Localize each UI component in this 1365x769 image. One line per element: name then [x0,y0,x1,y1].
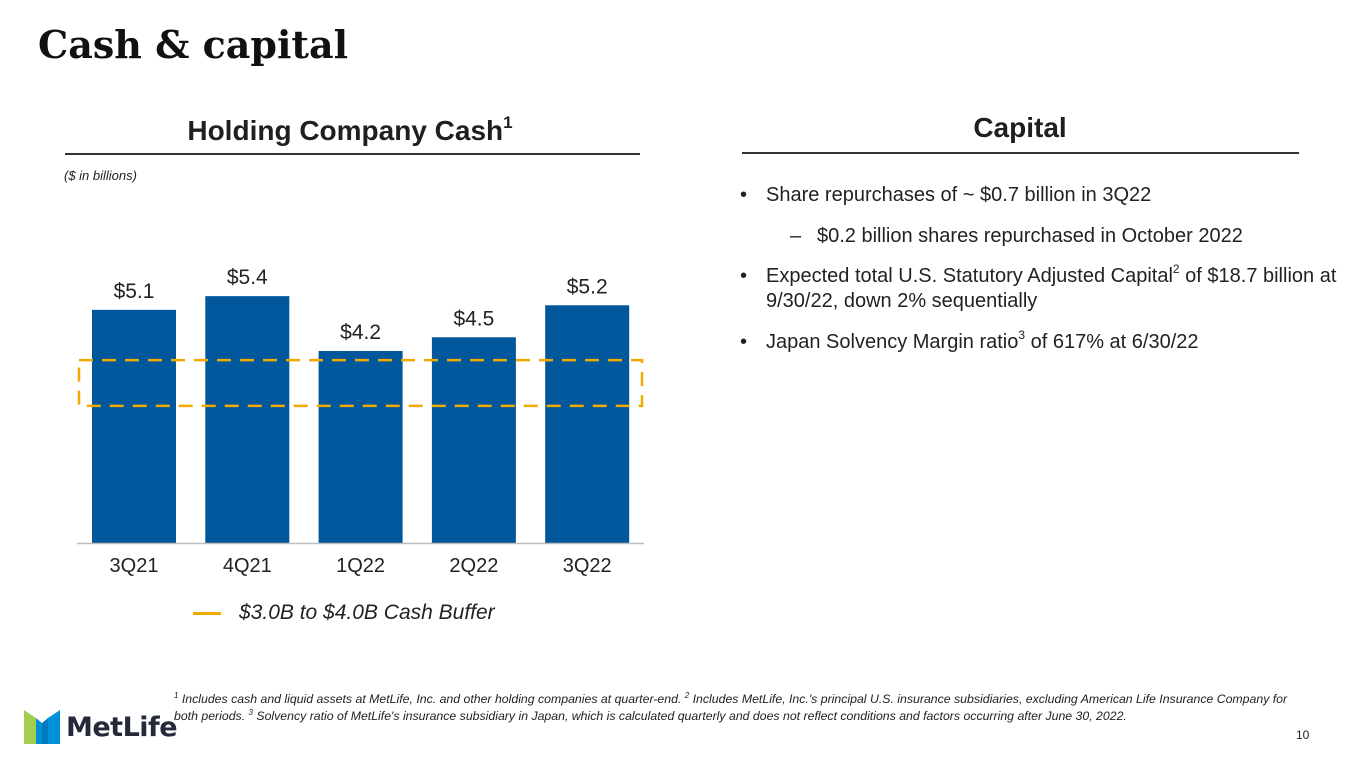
bar-3q21 [92,309,176,543]
bar-3q22 [545,305,630,543]
bullet-japan-solvency: • Japan Solvency Margin ratio3 of 617% at… [740,328,1340,355]
holding-title-text: Holding Company Cash [187,115,504,146]
bars-layer [92,296,630,543]
bar-4q21 [205,296,290,543]
legend-label-cash-buffer: $3.0B to $4.0B Cash Buffer [239,601,495,624]
bullet-dot-icon: • [740,331,748,353]
bullet-text-cont: of 617% at 6/30/22 [1025,331,1199,353]
x-tick-labels-layer: 3Q21 4Q21 1Q22 2Q22 3Q22 [110,555,612,577]
capital-title: Capital [973,112,1067,143]
footnote-ref-2: 2 [1172,262,1180,277]
bar-2q22 [431,337,516,543]
units-note: ($ in billions) [64,168,137,183]
metlife-m-icon [24,710,60,744]
capital-bullets: • Share repurchases of ~ $0.7 billion in … [740,183,1340,355]
footnote-num-1: 1 [174,690,179,700]
chart-legend: $3.0B to $4.0B Cash Buffer [193,601,495,625]
bullet-text: Japan Solvency Margin ratio [766,331,1019,353]
metlife-logo: MetLife [24,710,178,744]
legend-swatch-cash-buffer [193,611,221,615]
bullet-text: Share repurchases of ~ $0.7 billion in 3… [766,184,1152,206]
data-label-3q22: $5.2 [567,275,608,298]
bullet-text: Expected total U.S. Statutory Adjusted C… [766,265,1173,287]
footnote-num-3: 3 [248,707,253,717]
bullet-dot-icon: • [740,184,748,206]
slide-title: Cash & capital [38,22,349,67]
footnotes: 1 Includes cash and liquid assets at Met… [174,691,1294,725]
x-tick-3q22: 3Q22 [563,555,612,577]
sub-bullet-text: $0.2 billion shares repurchased in Octob… [817,225,1243,247]
holding-title-rule [65,153,640,155]
footnote-text-2: Includes MetLife, Inc.'s principal U.S. … [174,692,1288,723]
sub-bullet-october-repurchase: – $0.2 billion shares repurchased in Octo… [740,224,1340,249]
capital-title-rule [742,152,1299,154]
data-label-3q21: $5.1 [114,280,155,303]
page-number: 10 [1296,728,1310,742]
bullet-dot-icon: • [740,265,748,287]
cash-buffer-band [77,358,644,408]
x-tick-4q21: 4Q21 [223,555,272,577]
data-labels-layer: $5.1 $5.4 $4.2 $4.5 $5.2 [114,266,608,344]
footnote-text-1: Includes cash and liquid assets at MetLi… [178,692,685,706]
holding-title-footnote-ref: 1 [503,112,513,132]
footnote-num-2: 2 [684,690,690,700]
x-tick-1q22: 1Q22 [336,555,385,577]
data-label-2q22: $4.5 [453,307,494,330]
holding-company-cash-title: Holding Company Cash1 [60,112,640,147]
metlife-wordmark: MetLife [66,711,178,743]
bar-1q22 [318,351,403,543]
bullet-share-repurchases: • Share repurchases of ~ $0.7 billion in … [740,183,1340,208]
footnote-text-3: Solvency ratio of MetLife's insurance su… [252,709,1127,723]
bullet-statutory-capital: • Expected total U.S. Statutory Adjusted … [740,262,1340,314]
sub-bullet-dash-icon: – [790,225,802,247]
x-tick-3q21: 3Q21 [110,555,159,577]
data-label-1q22: $4.2 [340,321,381,344]
x-tick-2q22: 2Q22 [449,555,498,577]
footnote-ref-3: 3 [1018,328,1026,343]
bullet-text-cont: of $18.7 billion at 9/30/22, down 2% seq… [766,265,1337,312]
data-label-4q21: $5.4 [227,266,268,289]
